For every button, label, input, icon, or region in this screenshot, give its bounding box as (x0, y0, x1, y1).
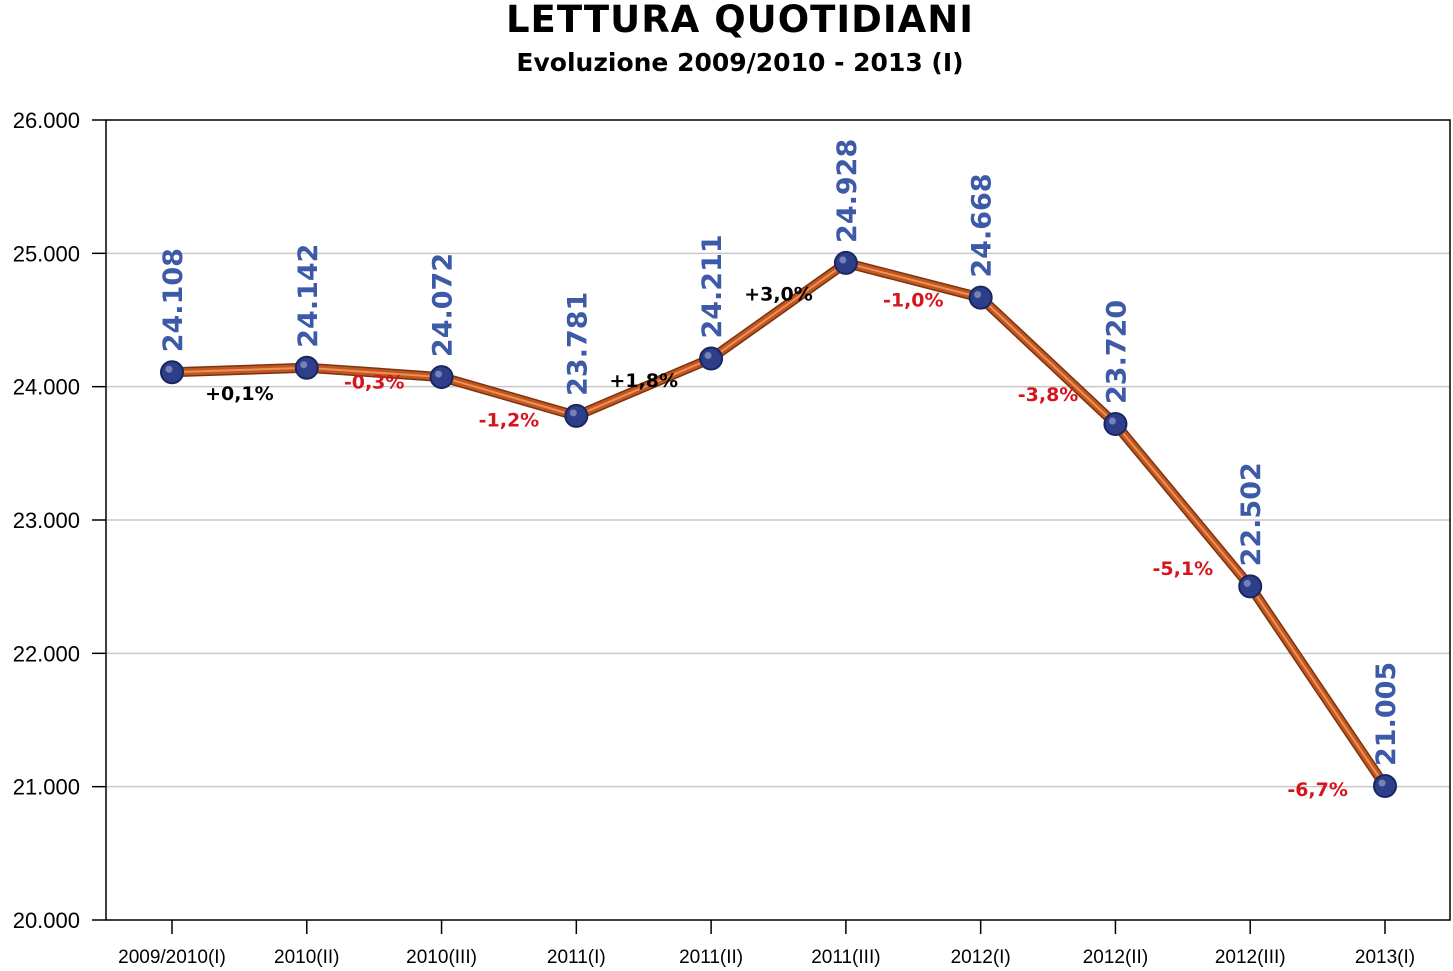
data-point-6 (968, 285, 993, 310)
change-label-0: +0,1% (205, 383, 274, 405)
data-point-shine-4 (704, 352, 712, 360)
series-line-highlight (171, 261, 1386, 787)
data-point-5 (833, 250, 858, 275)
value-label-6: 24.668 (967, 173, 998, 277)
change-label-4: +3,0% (744, 284, 813, 306)
data-point-shine-7 (1108, 417, 1116, 425)
change-label-6: -3,8% (1018, 384, 1079, 406)
data-labels: 24.108 24.142 24.072 23.781 24.211 24.928 24.6… (158, 139, 1402, 801)
value-label-4: 24.211 (697, 234, 728, 338)
data-point-7 (1103, 412, 1128, 436)
xtick-label-5: 2011(III) (811, 947, 880, 968)
value-label-7: 23.720 (1101, 300, 1132, 404)
ytick-label-1: 21.000 (13, 775, 80, 800)
change-label-2: -1,2% (479, 409, 540, 431)
data-point-2 (429, 365, 454, 390)
data-point-shine-3 (569, 409, 577, 417)
data-point-9 (1373, 774, 1397, 798)
ytick-label-3: 23.000 (13, 508, 80, 533)
value-label-2: 24.072 (428, 253, 459, 357)
value-label-8: 22.502 (1236, 462, 1267, 566)
axes: 20.000 21.000 22.000 23.000 24.000 25.000 26.0… (13, 108, 1451, 968)
data-point-shine-0 (165, 365, 173, 373)
xtick-label-8: 2012(III) (1215, 947, 1286, 968)
data-point-shine-9 (1378, 779, 1386, 787)
xtick-label-7: 2012(II) (1083, 947, 1148, 968)
change-label-5: -1,0% (883, 289, 944, 311)
chart-subtitle: Evoluzione 2009/2010 - 2013 (I) (516, 48, 964, 77)
data-point-0 (160, 360, 184, 385)
xtick-label-6: 2012(I) (951, 947, 1011, 968)
xtick-label-4: 2011(II) (679, 947, 743, 968)
value-label-3: 23.781 (562, 292, 593, 396)
data-point-8 (1238, 574, 1263, 599)
series-line (167, 257, 1390, 791)
data-point-shine-8 (1243, 579, 1251, 587)
ytick-label-4: 24.000 (13, 375, 80, 400)
value-label-1: 24.142 (293, 244, 324, 348)
value-label-5: 24.928 (832, 139, 863, 243)
plot-frame (105, 119, 1451, 921)
change-label-1: -0,3% (344, 371, 405, 393)
series-line-body (168, 259, 1389, 790)
grid-lines (106, 252, 1450, 788)
ytick-label-2: 22.000 (13, 641, 80, 666)
ytick-label-6: 26.000 (13, 108, 80, 133)
data-markers (160, 250, 1397, 798)
ytick-label-0: 20.000 (13, 908, 80, 933)
change-label-7: -5,1% (1153, 558, 1214, 580)
data-point-shine-5 (839, 256, 847, 264)
xtick-label-0: 2009/2010(I) (118, 947, 226, 968)
xtick-label-9: 2013(I) (1355, 947, 1415, 968)
xtick-label-3: 2011(I) (547, 947, 606, 968)
data-point-1 (294, 355, 319, 380)
value-label-0: 24.108 (158, 248, 189, 352)
xtick-label-2: 2010(III) (406, 947, 477, 968)
data-point-shine-2 (435, 370, 443, 378)
change-label-3: +1,8% (609, 370, 678, 392)
chart-title: LETTURA QUOTIDIANI (505, 0, 975, 41)
data-point-4 (699, 346, 724, 371)
data-point-3 (564, 403, 589, 428)
data-point-shine-1 (300, 361, 308, 369)
change-label-8: -6,7% (1287, 779, 1348, 801)
data-point-shine-6 (974, 291, 982, 299)
value-label-9: 21.005 (1371, 662, 1402, 766)
ytick-label-5: 25.000 (13, 241, 80, 266)
xtick-label-1: 2010(II) (274, 947, 339, 968)
